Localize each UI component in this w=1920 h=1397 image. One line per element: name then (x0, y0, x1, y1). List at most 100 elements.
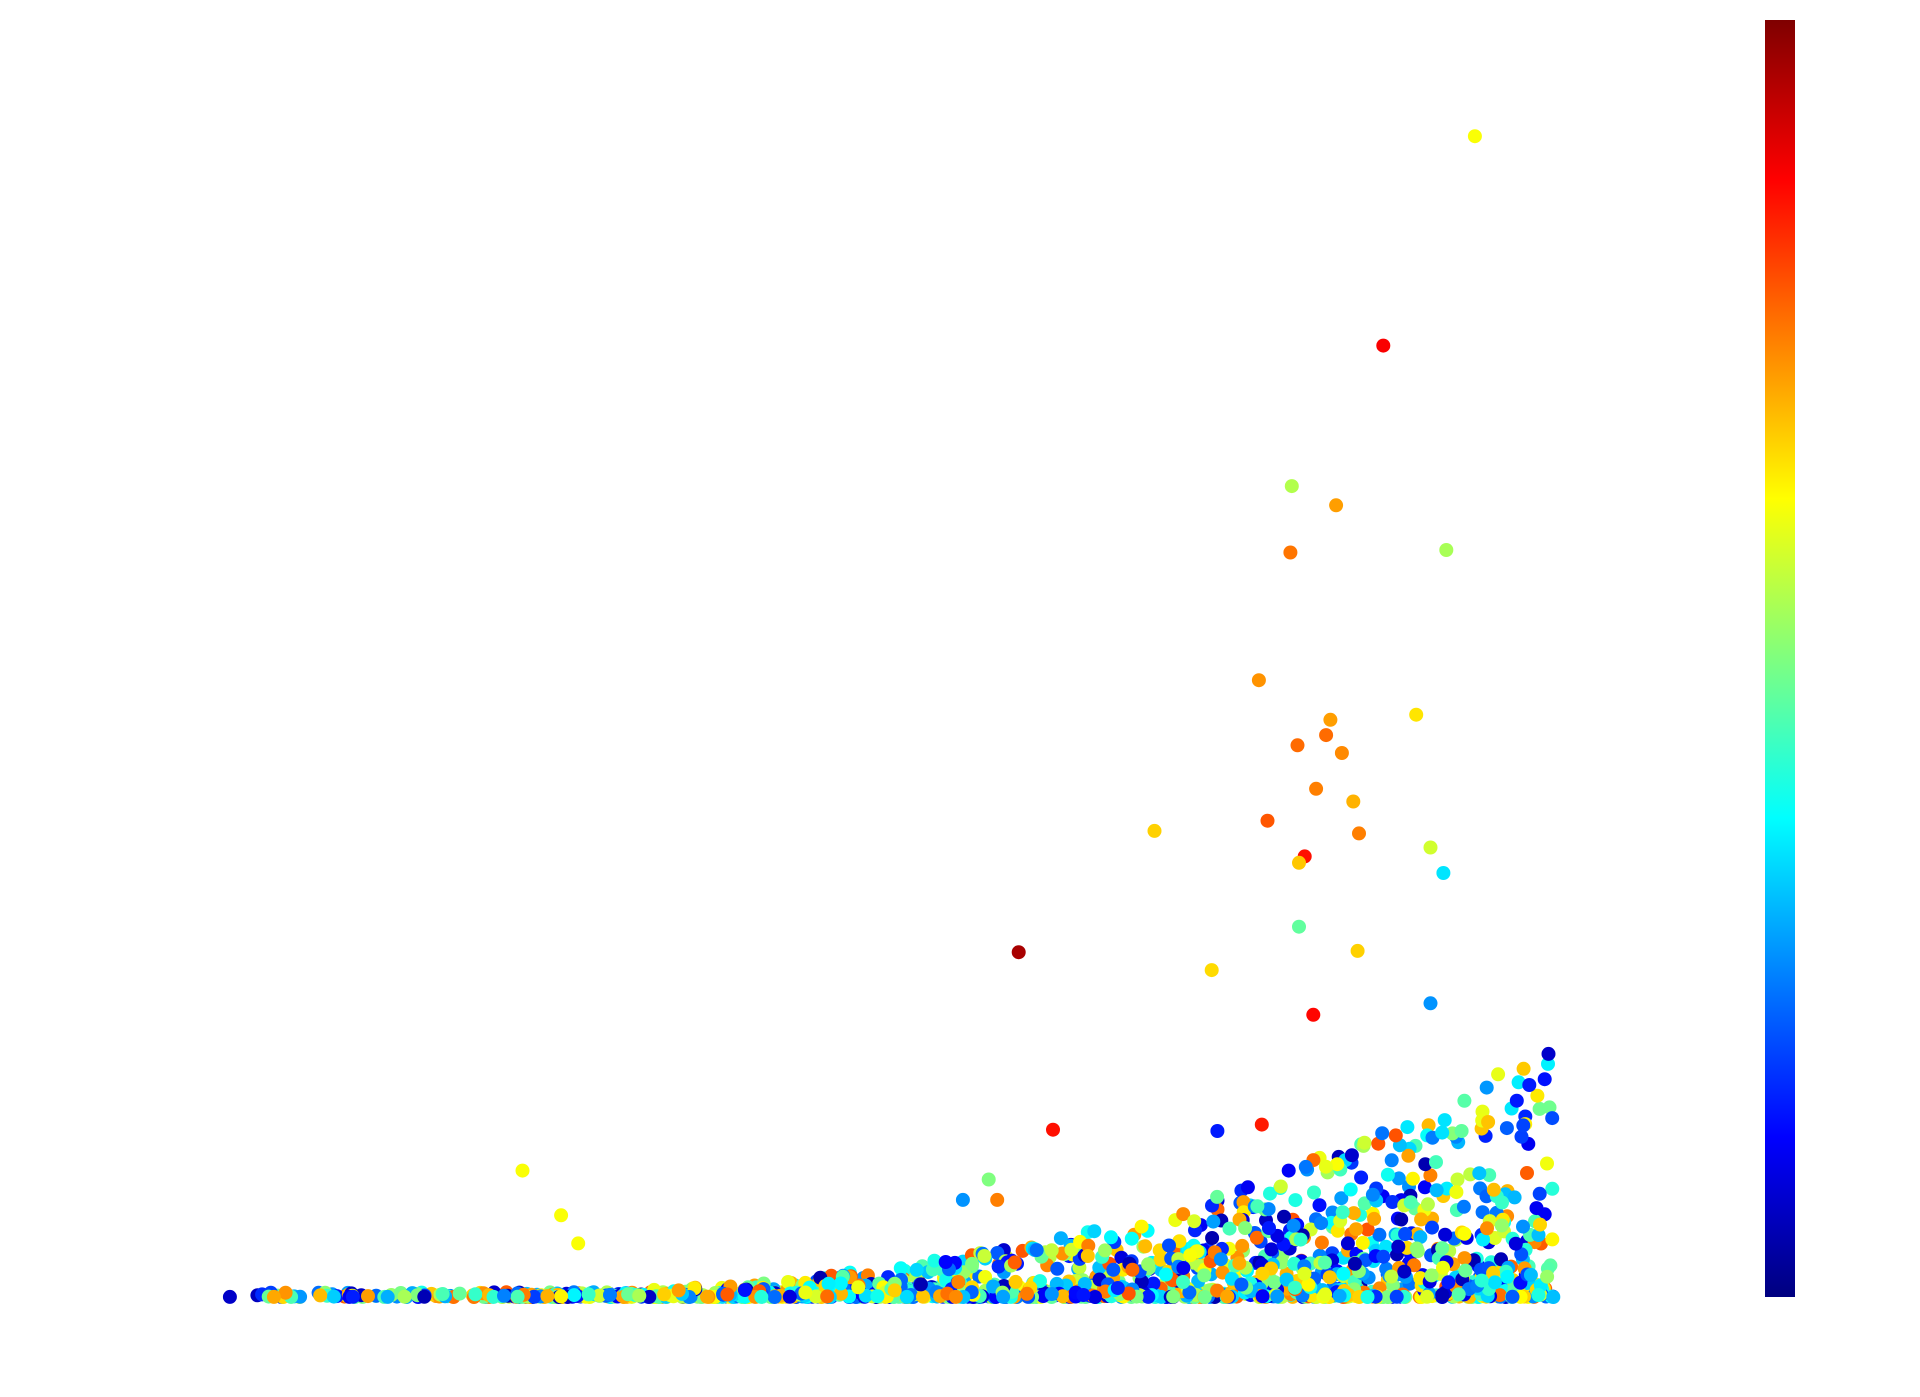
scatter-point (1403, 1195, 1418, 1210)
scatter-point (996, 1289, 1011, 1304)
scatter-point (1509, 1093, 1524, 1108)
scatter-point (1423, 840, 1438, 855)
scatter-point (1479, 1080, 1494, 1095)
scatter-point (1487, 1275, 1502, 1290)
scatter-point (820, 1289, 835, 1304)
scatter-point (981, 1172, 996, 1187)
scatter-point (1376, 1249, 1391, 1264)
scatter-point (621, 1287, 636, 1302)
scatter-point (1441, 1275, 1456, 1290)
scatter-point (1449, 1185, 1464, 1200)
scatter-point (1210, 1124, 1225, 1138)
scatter-point (1098, 1243, 1112, 1258)
scatter-point (1220, 1289, 1235, 1304)
scatter-point (754, 1289, 769, 1304)
scatter-point (1323, 712, 1338, 727)
scatter-point (1322, 1270, 1337, 1285)
scatter-point (1391, 1239, 1406, 1254)
scatter-point (1046, 1122, 1060, 1137)
scatter-point (1292, 855, 1306, 870)
scatter-point (1541, 1056, 1555, 1071)
scatter-point (1176, 1207, 1191, 1222)
plot-area (222, 129, 1561, 1304)
scatter-point (1531, 1228, 1546, 1242)
scatter-point (1292, 919, 1306, 934)
scatter-point (1273, 1179, 1288, 1194)
scatter-point (1158, 1267, 1173, 1282)
scatter-point (1254, 1117, 1269, 1132)
scatter-point (1522, 1078, 1537, 1092)
scatter-point (951, 1275, 966, 1289)
scatter-point (1197, 1290, 1212, 1304)
scatter-point (1384, 1153, 1399, 1168)
scatter-point (1134, 1219, 1149, 1234)
scatter-point (1420, 1197, 1435, 1212)
scatter-point (1360, 1222, 1375, 1237)
scatter-point (1281, 1163, 1296, 1178)
scatter-point (603, 1287, 617, 1302)
scatter-point (1283, 545, 1298, 560)
scatter-point (571, 1236, 586, 1251)
scatter-point (1110, 1281, 1125, 1295)
scatter-point (1055, 1289, 1070, 1304)
scatter-point (515, 1163, 530, 1178)
scatter-point (1044, 1287, 1059, 1301)
scatter-point (1284, 479, 1299, 494)
scatter-point (361, 1289, 375, 1304)
scatter-point (1240, 1180, 1255, 1195)
scatter-point (1529, 1201, 1544, 1216)
scatter-point (1533, 1217, 1547, 1232)
scatter-point (1238, 1221, 1253, 1235)
scatter-point (1365, 1187, 1380, 1202)
scatter-point (1267, 1275, 1282, 1289)
scatter-point (977, 1249, 992, 1263)
scatter-point (1141, 1257, 1156, 1272)
scatter-point (1417, 1180, 1432, 1195)
scatter-point (1222, 1221, 1237, 1236)
scatter-point (1514, 1129, 1529, 1144)
scatter-point (1418, 1157, 1433, 1172)
scatter-point (1457, 1226, 1472, 1241)
scatter-point (1531, 1288, 1546, 1302)
scatter-point (1205, 1231, 1220, 1245)
scatter-point (1293, 1232, 1308, 1247)
scatter-point (278, 1285, 293, 1300)
scatter-point (1467, 129, 1482, 144)
scatter-point (435, 1287, 450, 1301)
scatter-point (1458, 1263, 1473, 1278)
scatter-point (1454, 1124, 1469, 1138)
scatter-point (1423, 1168, 1438, 1183)
scatter-point (1357, 1135, 1372, 1150)
scatter-point (1141, 1289, 1156, 1304)
scatter-point (1314, 1235, 1329, 1250)
scatter-point (1197, 1268, 1212, 1283)
scatter-point (1029, 1243, 1044, 1258)
scatter-point (1350, 943, 1365, 958)
scatter-point (1255, 1266, 1270, 1281)
scatter-point (737, 1283, 752, 1297)
scatter-point (990, 1192, 1005, 1207)
scatter-point (1183, 1248, 1198, 1263)
scatter-point (1182, 1285, 1197, 1300)
scatter-point (1540, 1269, 1555, 1284)
scatter-point (1401, 1148, 1416, 1163)
scatter-point (497, 1288, 511, 1303)
scatter-point (991, 1259, 1006, 1274)
scatter-point (1270, 1289, 1285, 1304)
scatter-point (1545, 1111, 1560, 1126)
scatter-point (1153, 1252, 1168, 1267)
scatter-point (1250, 1199, 1265, 1214)
scatter-point (1429, 1155, 1443, 1170)
scatter-point (1287, 1280, 1302, 1295)
scatter-point (1413, 1230, 1428, 1245)
scatter-point (1087, 1224, 1102, 1239)
scatter-point (1204, 963, 1219, 978)
scatter-point (1495, 1195, 1509, 1210)
scatter-point (1076, 1288, 1091, 1302)
scatter-point (1508, 1236, 1523, 1251)
scatter-point (1476, 1232, 1490, 1247)
scatter-point (1210, 1189, 1225, 1204)
scatter-point (1349, 1222, 1364, 1237)
scatter-point (1354, 1170, 1369, 1185)
